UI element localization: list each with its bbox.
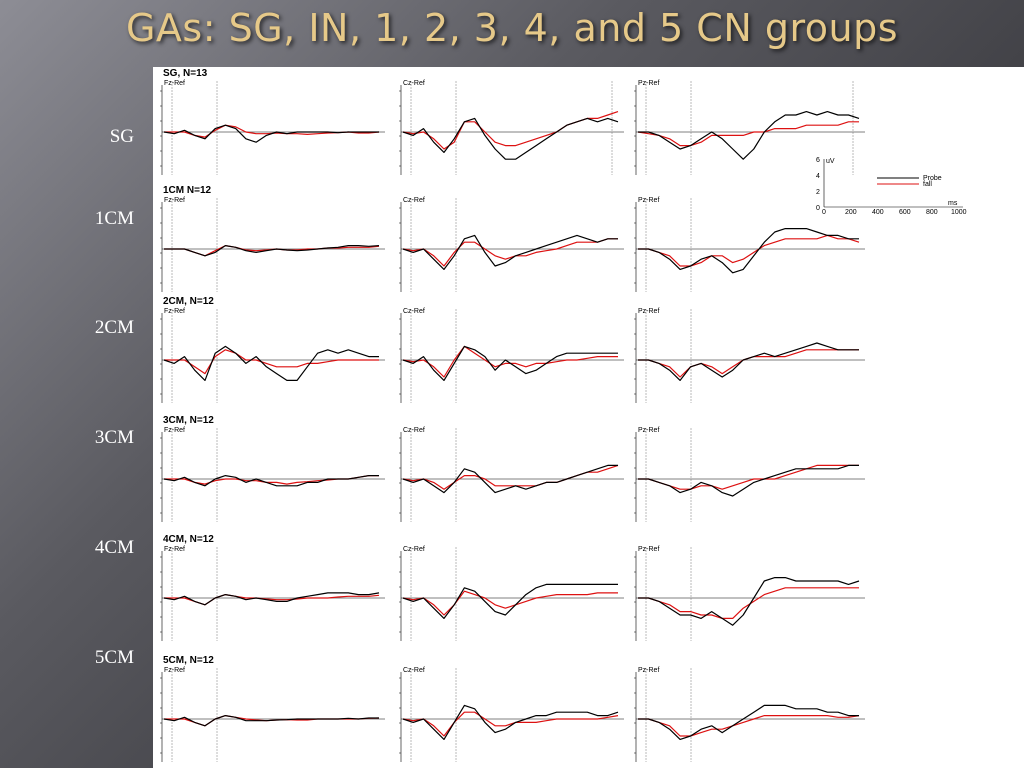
group-title: 3CM, N=12 <box>163 415 214 426</box>
electrode-label: Cz-Ref <box>403 80 425 87</box>
legend-x-tick: 0 <box>822 209 826 216</box>
legend-x-tick: 600 <box>899 209 911 216</box>
group-title: 5CM, N=12 <box>163 655 214 666</box>
legend-label-fall: fall <box>923 181 932 188</box>
electrode-label: Fz-Ref <box>164 197 185 204</box>
erp-figure-panel: SG, N=13 Fz-Ref Cz-Ref Pz-Ref 1CM N=12 Fz-Ref… <box>153 67 1024 768</box>
electrode-label: Fz-Ref <box>164 546 185 553</box>
legend-x-tick: 400 <box>872 209 884 216</box>
legend: uV 6 4 2 0 ms 0 200 400 600 800 1000 Pro… <box>816 157 967 216</box>
row-label-3cm: 3CM <box>94 427 134 448</box>
legend-y-unit: uV <box>826 158 835 165</box>
legend-x-tick: 800 <box>926 209 938 216</box>
electrode-label: Pz-Ref <box>638 546 659 553</box>
fall-waveform <box>164 245 380 257</box>
fall-waveform <box>638 234 860 267</box>
fall-waveform <box>402 238 618 267</box>
fall-waveform <box>637 121 859 147</box>
legend-y-tick: 4 <box>816 173 820 180</box>
probe-waveform <box>163 715 379 727</box>
electrode-label: Cz-Ref <box>403 667 425 674</box>
group-title: SG, N=13 <box>163 68 208 79</box>
group-title: 1CM N=12 <box>163 185 212 196</box>
probe-waveform <box>402 234 618 270</box>
probe-waveform <box>402 464 618 494</box>
electrode-label: Cz-Ref <box>403 308 425 315</box>
probe-waveform <box>638 228 859 274</box>
row-label-5cm: 5CM <box>94 647 134 668</box>
probe-waveform <box>638 342 859 381</box>
electrode-label: Pz-Ref <box>638 667 659 674</box>
probe-waveform <box>638 704 859 740</box>
fall-waveform <box>638 349 859 378</box>
fall-waveform <box>402 464 619 490</box>
row-label-sg: SG <box>109 126 134 147</box>
fall-waveform <box>164 594 380 606</box>
legend-label-probe: Probe <box>923 175 942 182</box>
electrode-label: Fz-Ref <box>164 427 185 434</box>
fall-waveform <box>638 715 860 737</box>
probe-waveform <box>402 345 618 381</box>
legend-y-tick: 6 <box>816 157 820 164</box>
fall-waveform <box>638 587 859 619</box>
row-label-2cm: 2CM <box>94 317 134 338</box>
probe-waveform <box>638 111 860 160</box>
group-title: 4CM, N=12 <box>163 534 214 545</box>
legend-y-tick: 0 <box>816 205 820 212</box>
row-label-1cm: 1CM <box>94 208 134 229</box>
probe-waveform <box>402 704 619 740</box>
electrode-label: Cz-Ref <box>403 546 425 553</box>
electrode-label: Cz-Ref <box>403 427 425 434</box>
probe-waveform <box>402 583 618 619</box>
fall-waveform <box>402 590 618 616</box>
fall-waveform <box>402 711 619 737</box>
probe-waveform <box>163 592 380 606</box>
probe-waveform <box>638 577 860 626</box>
probe-waveform <box>638 464 859 497</box>
slide-title: GAs: SG, IN, 1, 2, 3, 4, and 5 CN groups <box>125 6 898 50</box>
electrode-label: Fz-Ref <box>164 80 185 87</box>
fall-waveform <box>164 349 379 375</box>
electrode-label: Pz-Ref <box>638 308 659 315</box>
group-title: 2CM, N=12 <box>163 296 214 307</box>
probe-waveform <box>163 475 379 487</box>
probe-waveform <box>402 117 619 160</box>
probe-waveform <box>163 345 379 381</box>
electrode-label: Fz-Ref <box>164 667 185 674</box>
legend-y-tick: 2 <box>816 189 820 196</box>
legend-x-unit: ms <box>948 200 958 207</box>
legend-x-tick: 200 <box>845 209 857 216</box>
electrode-label: Fz-Ref <box>164 308 185 315</box>
electrode-label: Pz-Ref <box>638 427 659 434</box>
row-label-4cm: 4CM <box>94 537 134 558</box>
probe-waveform <box>163 124 379 143</box>
electrode-label: Pz-Ref <box>638 80 659 87</box>
fall-waveform <box>638 464 859 490</box>
electrode-label: Cz-Ref <box>403 197 425 204</box>
legend-x-tick: 1000 <box>951 209 967 216</box>
probe-waveform <box>164 245 380 257</box>
electrode-label: Pz-Ref <box>638 197 659 204</box>
